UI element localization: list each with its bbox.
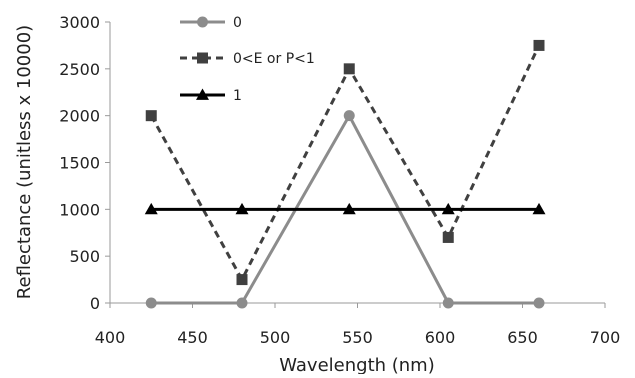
series-3-point bbox=[144, 202, 158, 215]
y-tick-label: 0 bbox=[90, 294, 100, 313]
series-1-point bbox=[236, 297, 248, 309]
y-tick-label: 1500 bbox=[59, 154, 100, 173]
x-tick-label: 400 bbox=[95, 328, 126, 347]
x-tick-label: 550 bbox=[342, 328, 373, 347]
series-2-point bbox=[343, 63, 355, 75]
series-3-point bbox=[441, 202, 455, 215]
y-tick-label: 2500 bbox=[59, 60, 100, 79]
series-3-point bbox=[342, 202, 356, 215]
y-axis-title: Reflectance (unitless x 10000) bbox=[14, 25, 35, 299]
legend-marker bbox=[196, 88, 209, 100]
y-tick-label: 3000 bbox=[59, 13, 100, 32]
y-tick-label: 500 bbox=[69, 247, 100, 266]
y-tick-label: 2000 bbox=[59, 107, 100, 126]
series-2-point bbox=[145, 110, 157, 122]
series-1-point bbox=[343, 110, 355, 122]
series-1-point bbox=[145, 297, 157, 309]
series-1-point bbox=[442, 297, 454, 309]
series-3 bbox=[144, 202, 546, 215]
series-2-point bbox=[442, 231, 454, 243]
y-tick-label: 1000 bbox=[59, 200, 100, 219]
legend-label: 0 bbox=[233, 15, 242, 31]
series-1 bbox=[145, 110, 545, 309]
series-3-point bbox=[235, 202, 249, 215]
series-2 bbox=[145, 39, 545, 286]
series-3-point bbox=[532, 202, 546, 215]
x-tick-label: 650 bbox=[507, 328, 538, 347]
legend: 0 0<E or P<1 1 bbox=[180, 15, 315, 104]
series-1-point bbox=[533, 297, 545, 309]
series-2-point bbox=[236, 274, 248, 286]
legend-marker bbox=[197, 16, 208, 28]
legend-item-3: 1 bbox=[180, 88, 242, 104]
x-tick-label: 600 bbox=[425, 328, 456, 347]
x-tick-label: 500 bbox=[260, 328, 291, 347]
x-tick-label: 450 bbox=[177, 328, 208, 347]
legend-label: 0<E or P<1 bbox=[233, 51, 315, 67]
series-2-point bbox=[533, 39, 545, 51]
x-tick-label: 700 bbox=[590, 328, 621, 347]
series-2-line bbox=[149, 44, 541, 282]
series-layer bbox=[144, 39, 546, 309]
x-axis-title: Wavelength (nm) bbox=[279, 355, 435, 374]
legend-item-2: 0<E or P<1 bbox=[180, 51, 315, 67]
axes: 0 500 1000 1500 2000 2500 3000 400 450 500 550 600 6… bbox=[59, 13, 620, 347]
legend-label: 1 bbox=[233, 88, 242, 104]
legend-item-1: 0 bbox=[180, 15, 242, 31]
legend-marker bbox=[197, 52, 208, 64]
